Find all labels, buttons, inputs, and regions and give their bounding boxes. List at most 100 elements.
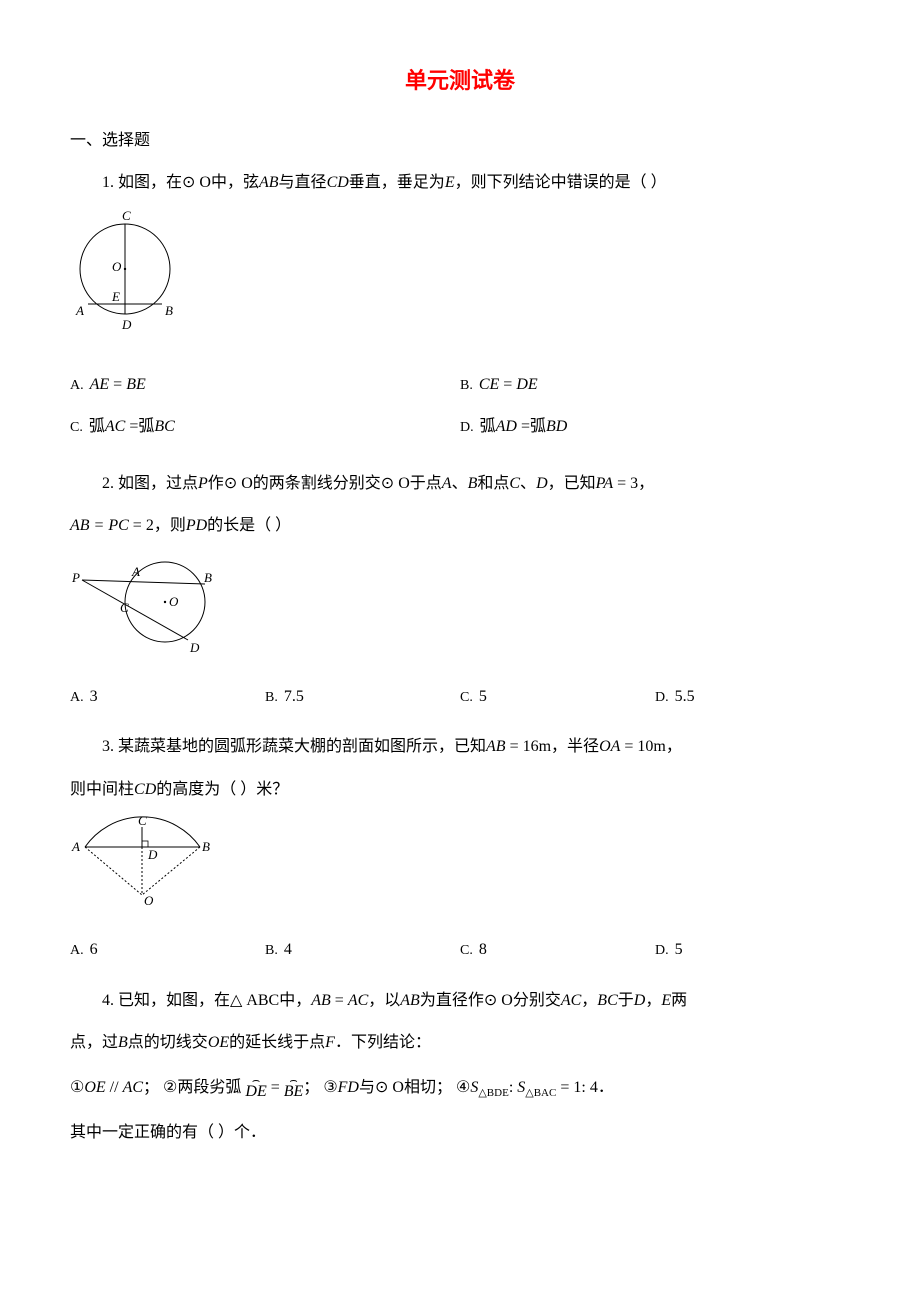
q3-text: 半径 <box>567 738 599 755</box>
q2-options: A.3 B.7.5 C.5 D.5.5 <box>70 682 850 712</box>
q4-circle-o: ⊙ O <box>375 1079 404 1096</box>
q2-text: 2. 如图，过点 <box>102 475 198 492</box>
eq: = <box>331 992 348 1009</box>
q1-text: 1. 如图，在 <box>102 174 182 191</box>
opt-val: 4 <box>284 935 292 965</box>
item-num: ③ <box>323 1073 337 1103</box>
opt-val: DE <box>516 376 537 393</box>
svg-text:B: B <box>204 570 212 585</box>
q1-figure: C O E A B D <box>70 209 850 350</box>
q2-pd: PD <box>186 517 207 534</box>
colon: : <box>509 1079 517 1096</box>
dot: 、 <box>520 475 536 492</box>
eq: = <box>517 418 530 435</box>
q4-oe: OE <box>208 1034 229 1051</box>
svg-text:B: B <box>165 303 173 318</box>
q2-stem: 2. 如图，过点P作⊙ O的两条割线分别交⊙ O于点A、B和点C、D，已知PA … <box>70 469 850 499</box>
eq: = 2 <box>129 517 154 534</box>
sub: △BDE <box>478 1087 508 1099</box>
q2-opt-d: D.5.5 <box>655 682 850 712</box>
q4-ab: AB <box>311 992 331 1009</box>
q2-text: 作 <box>208 475 224 492</box>
q2-p: P <box>198 475 208 492</box>
svg-text:O: O <box>144 893 154 908</box>
sep: ； <box>143 1079 159 1096</box>
svg-text:D: D <box>189 640 200 655</box>
q2-text: ，则 <box>154 517 186 534</box>
q1-text: 中，弦 <box>211 174 259 191</box>
arc-prefix: 弧 <box>138 418 154 435</box>
q2-ab: AB <box>70 517 90 534</box>
q4-e: E <box>661 992 671 1009</box>
q2-circle-o: ⊙ O <box>381 475 410 492</box>
eq: = <box>271 1079 284 1096</box>
q3-oa: OA <box>599 738 620 755</box>
opt-val: 5.5 <box>675 682 695 712</box>
eq: = 16m <box>506 738 551 755</box>
q3-ab: AB <box>486 738 506 755</box>
q1-opt-a: A. AE = BE <box>70 364 460 406</box>
opt-val: BD <box>546 418 567 435</box>
opt-val: 5 <box>675 935 683 965</box>
opt-label: B. <box>265 938 278 965</box>
opt-val: 3 <box>90 682 98 712</box>
q3-stem: 3. 某蔬菜基地的圆弧形蔬菜大棚的剖面如图所示，已知AB = 16m，半径OA … <box>70 732 850 762</box>
q4-ac: AC <box>348 992 368 1009</box>
svg-text:D: D <box>121 317 132 332</box>
q4-text: 相切 <box>404 1079 436 1096</box>
svg-text:A: A <box>75 303 84 318</box>
svg-text:A: A <box>71 839 80 854</box>
svg-text:A: A <box>131 564 140 579</box>
opt-val: AC <box>105 418 125 435</box>
opt-label: C. <box>70 415 83 442</box>
opt-label: A. <box>70 938 84 965</box>
q4-text: 于 <box>618 992 634 1009</box>
section-1-heading: 一、选择题 <box>70 126 850 156</box>
comma: ， <box>638 475 654 492</box>
q2-b: B <box>468 475 478 492</box>
item-num: ④ <box>456 1073 470 1103</box>
q4-text: 两 <box>671 992 687 1009</box>
item-num: ② <box>163 1073 177 1103</box>
opt-label: D. <box>460 415 474 442</box>
q2-text: 的长是（ ） <box>207 517 291 534</box>
q2-text: ，已知 <box>548 475 596 492</box>
q3-opt-d: D.5 <box>655 935 850 965</box>
q2-d: D <box>536 475 548 492</box>
q4-f: F <box>325 1034 335 1051</box>
q4-oe: OE <box>84 1079 105 1096</box>
q4-ac: AC <box>561 992 581 1009</box>
opt-val: 5 <box>479 682 487 712</box>
q2-pa: PA <box>596 475 613 492</box>
q4-text: ．下列结论： <box>335 1034 431 1051</box>
q2-opt-b: B.7.5 <box>265 682 460 712</box>
sep: ； <box>436 1079 452 1096</box>
eq: = <box>499 376 516 393</box>
q3-stem-line2: 则中间柱CD的高度为（ ）米？ <box>70 775 850 805</box>
q4-last: 其中一定正确的有（ ）个． <box>70 1118 850 1148</box>
arc-be: ⌢BE <box>284 1076 304 1100</box>
q4-text: 两段劣弧 <box>177 1079 241 1096</box>
opt-label: A. <box>70 373 84 400</box>
q4-ab: AB <box>400 992 420 1009</box>
q4-fd: FD <box>338 1079 359 1096</box>
opt-val: BE <box>126 376 146 393</box>
item-num: ① <box>70 1073 84 1103</box>
svg-text:C: C <box>122 209 131 223</box>
arc-prefix: 弧 <box>530 418 546 435</box>
q4-text: 点，过 <box>70 1034 118 1051</box>
opt-label: C. <box>460 685 473 712</box>
eq: = <box>109 376 126 393</box>
dot: ． <box>598 1079 614 1096</box>
q1-ab: AB <box>259 174 279 191</box>
q1-options: A. AE = BE B. CE = DE C. 弧AC =弧BC D. 弧AD… <box>70 364 850 449</box>
q4-text: 的延长线于点 <box>229 1034 325 1051</box>
q3-opt-b: B.4 <box>265 935 460 965</box>
q2-pc: = PC <box>90 517 129 534</box>
eq: = 10m <box>620 738 665 755</box>
q2-stem-line2: AB = PC = 2，则PD的长是（ ） <box>70 511 850 541</box>
opt-val: AE <box>90 376 110 393</box>
arc-prefix: 弧 <box>480 418 496 435</box>
q4-stem: 4. 已知，如图，在△ ABC中，AB = AC，以AB为直径作⊙ O分别交AC… <box>70 986 850 1016</box>
q4-circle-o: ⊙ O <box>484 992 513 1009</box>
